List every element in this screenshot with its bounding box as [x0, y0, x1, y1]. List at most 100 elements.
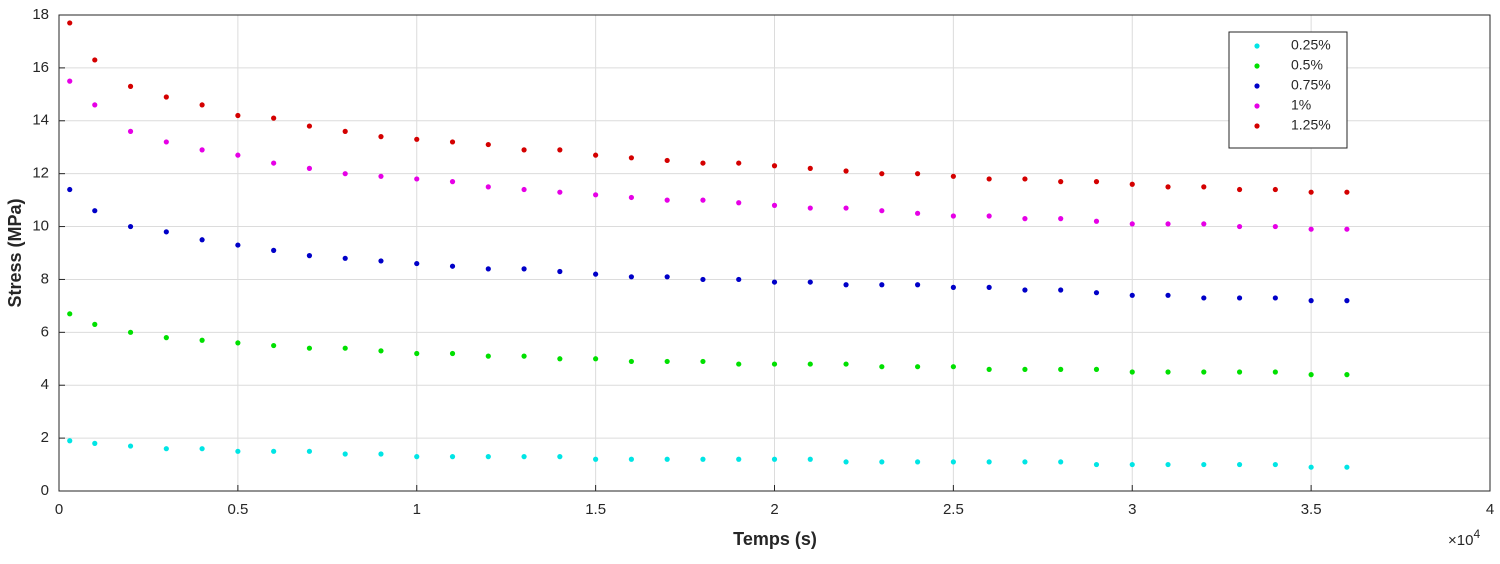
data-point	[1236, 186, 1243, 193]
data-point	[1344, 464, 1350, 470]
data-point	[1022, 287, 1028, 293]
data-point	[414, 260, 420, 267]
data-point	[1165, 292, 1171, 298]
data-point	[1058, 287, 1064, 293]
data-point	[1344, 372, 1350, 378]
data-point	[915, 171, 921, 177]
data-point	[163, 139, 169, 145]
data-point	[163, 94, 169, 100]
y-tick-label: 18	[32, 6, 49, 23]
data-point	[342, 171, 348, 177]
data-point	[1272, 223, 1278, 230]
data-point	[306, 123, 313, 129]
data-point	[1272, 295, 1278, 301]
y-tick-label: 4	[41, 376, 49, 393]
data-point	[736, 456, 742, 462]
data-point	[92, 102, 98, 108]
data-point	[1022, 176, 1028, 182]
data-point	[843, 282, 849, 288]
data-point	[1129, 292, 1135, 298]
data-point	[1201, 184, 1207, 190]
data-point	[199, 237, 205, 243]
data-point	[414, 176, 420, 182]
x-exponent: ×104	[1448, 527, 1480, 549]
data-point	[235, 242, 241, 248]
data-point	[1236, 223, 1243, 230]
data-point	[306, 345, 313, 351]
data-point	[1236, 461, 1243, 468]
data-point	[1165, 369, 1171, 375]
data-point	[521, 353, 527, 359]
data-point	[879, 282, 885, 288]
y-tick-label: 10	[32, 218, 49, 235]
legend-box	[1228, 31, 1348, 149]
data-point	[199, 446, 205, 452]
data-point	[342, 255, 348, 261]
data-point	[950, 284, 956, 290]
data-point	[414, 454, 420, 460]
data-point	[127, 223, 134, 230]
data-point	[628, 274, 635, 280]
data-point	[771, 202, 778, 208]
x-exponent-power: 4	[1473, 527, 1480, 541]
legend-label: 1.25%	[1291, 117, 1331, 133]
data-point	[271, 448, 277, 454]
data-point	[736, 276, 742, 283]
data-point	[1201, 461, 1207, 468]
data-point	[950, 173, 956, 179]
data-point	[235, 448, 241, 454]
data-point	[414, 136, 420, 142]
data-point	[915, 459, 921, 465]
data-point	[342, 345, 348, 351]
data-point	[915, 364, 921, 370]
x-exponent-base: ×10	[1448, 532, 1473, 549]
data-point	[664, 197, 670, 203]
data-point	[378, 134, 384, 140]
data-point	[485, 454, 491, 460]
data-point	[1344, 189, 1350, 195]
data-point	[306, 165, 313, 171]
data-point	[485, 141, 491, 148]
data-point	[449, 139, 456, 145]
data-point	[378, 258, 384, 264]
data-point	[807, 279, 813, 285]
x-tick-label: 2.5	[943, 501, 964, 518]
data-point	[664, 274, 670, 280]
data-point	[521, 147, 527, 153]
data-point	[163, 335, 169, 341]
data-point	[163, 446, 169, 452]
data-point	[92, 321, 98, 327]
data-point	[449, 350, 456, 357]
data-point	[986, 284, 992, 290]
data-point	[1093, 461, 1100, 468]
data-point	[1308, 226, 1314, 232]
data-point	[807, 205, 813, 211]
data-point	[986, 213, 992, 219]
data-point	[557, 454, 563, 460]
data-point	[127, 128, 134, 134]
data-point	[1022, 459, 1028, 465]
data-point	[628, 456, 635, 462]
data-point	[986, 366, 992, 372]
data-point	[485, 184, 491, 190]
data-point	[736, 160, 742, 166]
data-point	[306, 253, 313, 259]
data-point	[127, 329, 134, 335]
data-point	[950, 459, 956, 465]
data-point	[485, 266, 491, 272]
data-point	[950, 364, 956, 370]
data-point	[1129, 181, 1135, 187]
x-tick-label: 1	[413, 501, 421, 518]
data-point	[557, 356, 563, 362]
data-point	[1165, 184, 1171, 190]
data-point	[67, 20, 73, 26]
y-tick-label: 8	[41, 270, 49, 287]
data-point	[1058, 216, 1064, 222]
data-point	[378, 173, 384, 179]
data-point	[807, 456, 813, 462]
data-point	[1201, 369, 1207, 375]
data-point	[879, 459, 885, 465]
data-point	[1165, 221, 1171, 227]
y-tick-label: 6	[41, 323, 49, 340]
